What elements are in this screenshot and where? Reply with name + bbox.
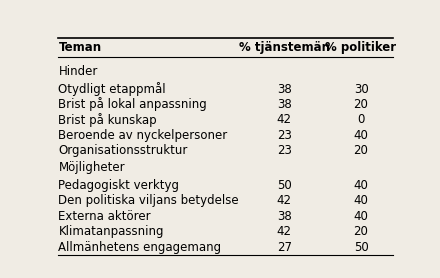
Text: 40: 40 [354, 194, 368, 207]
Text: 40: 40 [354, 210, 368, 223]
Text: 38: 38 [277, 98, 292, 111]
Text: % politiker: % politiker [326, 41, 396, 54]
Text: Otydligt etappmål: Otydligt etappmål [59, 82, 166, 96]
Text: 40: 40 [354, 129, 368, 142]
Text: 50: 50 [354, 240, 368, 254]
Text: 23: 23 [277, 129, 292, 142]
Text: Den politiska viljans betydelse: Den politiska viljans betydelse [59, 194, 239, 207]
Text: 40: 40 [354, 179, 368, 192]
Text: 42: 42 [277, 194, 292, 207]
Text: Brist på lokal anpassning: Brist på lokal anpassning [59, 98, 207, 111]
Text: 42: 42 [277, 225, 292, 238]
Text: 23: 23 [277, 144, 292, 157]
Text: 20: 20 [354, 225, 368, 238]
Text: 38: 38 [277, 83, 292, 96]
Text: % tjänstemän: % tjänstemän [239, 41, 330, 54]
Text: Möjligheter: Möjligheter [59, 161, 125, 174]
Text: Teman: Teman [59, 41, 102, 54]
Text: 38: 38 [277, 210, 292, 223]
Text: 30: 30 [354, 83, 368, 96]
Text: 42: 42 [277, 113, 292, 126]
Text: 20: 20 [354, 144, 368, 157]
Text: 0: 0 [357, 113, 365, 126]
Text: Brist på kunskap: Brist på kunskap [59, 113, 157, 127]
Text: Pedagogiskt verktyg: Pedagogiskt verktyg [59, 179, 180, 192]
Text: 27: 27 [277, 240, 292, 254]
Text: Externa aktörer: Externa aktörer [59, 210, 151, 223]
Text: Organisationsstruktur: Organisationsstruktur [59, 144, 188, 157]
Text: 50: 50 [277, 179, 292, 192]
Text: Allmänhetens engagemang: Allmänhetens engagemang [59, 240, 221, 254]
Text: Beroende av nyckelpersoner: Beroende av nyckelpersoner [59, 129, 227, 142]
Text: 20: 20 [354, 98, 368, 111]
Text: Klimatanpassning: Klimatanpassning [59, 225, 164, 238]
Text: Hinder: Hinder [59, 65, 98, 78]
